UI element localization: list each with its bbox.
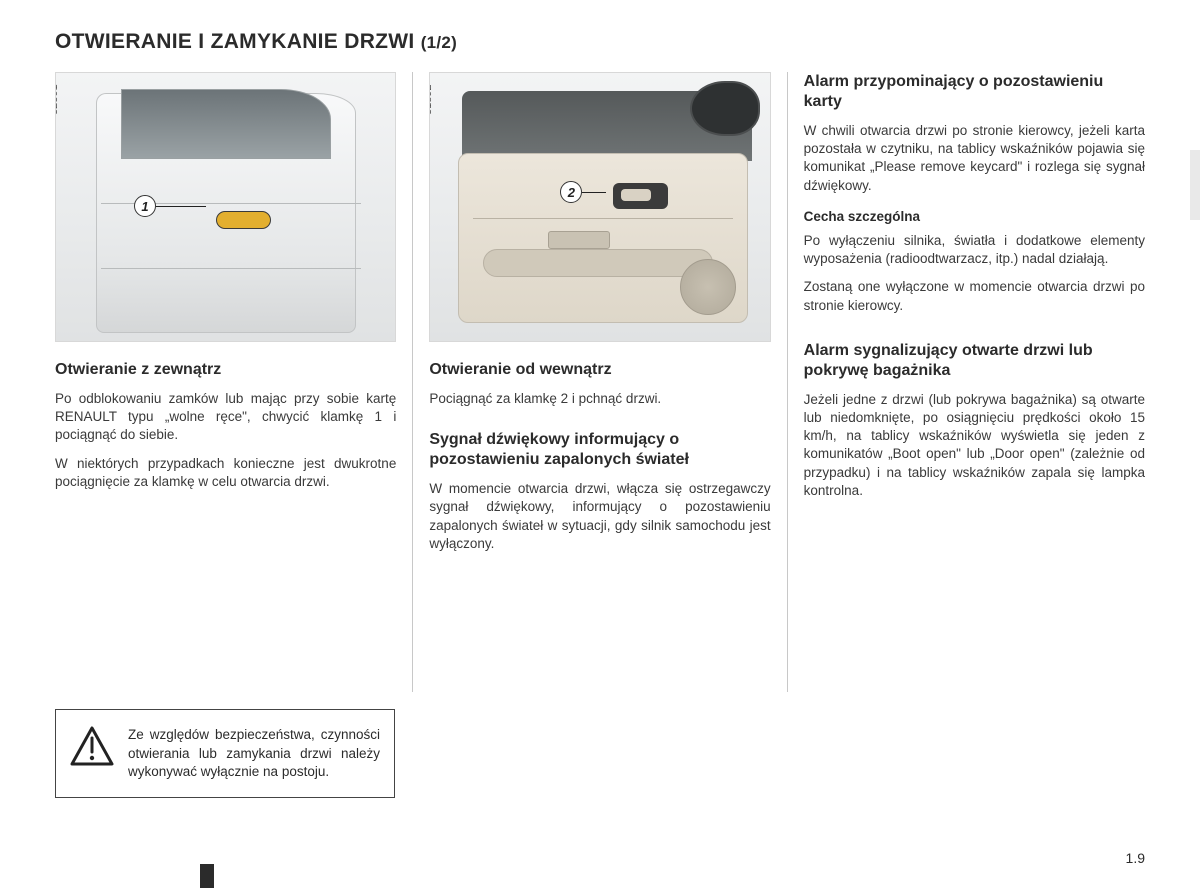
col3-para-4: Jeżeli jedne z drzwi (lub pokrywa bagażn… — [804, 391, 1145, 500]
column-1: 32301 1 Otwieranie z zewnątrz Po odbloko… — [55, 72, 410, 692]
callout-2: 2 — [560, 181, 606, 203]
col3-para-1: W chwili otwarcia drzwi po stronie kiero… — [804, 122, 1145, 195]
callout-number-2: 2 — [560, 181, 582, 203]
column-3: Alarm przypominający o pozostawieniu kar… — [790, 72, 1145, 692]
footer-mark — [200, 864, 214, 888]
column-divider-1 — [412, 72, 413, 692]
col3-heading-2: Alarm sygnalizujący otwarte drzwi lub po… — [804, 341, 1145, 381]
col1-para-2: W niektórych przypadkach konieczne jest … — [55, 455, 396, 491]
callout-1: 1 — [134, 195, 206, 217]
col3-subheading: Cecha szczególna — [804, 209, 1145, 224]
column-2: 31892 2 Otwieranie od wewnątrz Pociągnąć… — [415, 72, 784, 692]
warning-box: Ze względów bezpieczeństwa, czynności ot… — [55, 709, 395, 798]
title-part: (1/2) — [421, 33, 457, 52]
col2-para-2: W momencie otwarcia drzwi, włącza się os… — [429, 480, 770, 553]
warning-text: Ze względów bezpieczeństwa, czynności ot… — [128, 726, 380, 781]
col1-heading-1: Otwieranie z zewnątrz — [55, 360, 396, 380]
col1-para-1: Po odblokowaniu zamków lub mając przy so… — [55, 390, 396, 445]
title-text: OTWIERANIE I ZAMYKANIE DRZWI — [55, 30, 415, 53]
column-divider-2 — [787, 72, 788, 692]
figure-interior-door: 31892 2 — [429, 72, 770, 342]
car-door-interior-illustration — [438, 83, 758, 333]
col3-para-2: Po wyłączeniu silnika, światła i dodatko… — [804, 232, 1145, 268]
col3-heading-1: Alarm przypominający o pozostawieniu kar… — [804, 72, 1145, 112]
col2-heading-2: Sygnał dźwiękowy informujący o pozostawi… — [429, 430, 770, 470]
page-title: OTWIERANIE I ZAMYKANIE DRZWI (1/2) — [55, 30, 1145, 54]
speaker-icon — [680, 259, 736, 315]
figure-code-1: 32301 — [55, 84, 60, 115]
figure-code-2: 31892 — [429, 84, 434, 115]
interior-handle-icon — [613, 183, 668, 209]
callout-number-1: 1 — [134, 195, 156, 217]
side-tab — [1190, 150, 1200, 220]
warning-triangle-icon — [70, 726, 114, 766]
mirror-icon — [690, 81, 760, 136]
exterior-handle-icon — [216, 211, 271, 229]
figure-exterior-door: 32301 1 — [55, 72, 396, 342]
columns-container: 32301 1 Otwieranie z zewnątrz Po odbloko… — [55, 72, 1145, 692]
page-number: 1.9 — [1126, 850, 1145, 866]
col3-para-3: Zostaną one wyłączone w momencie otwarci… — [804, 278, 1145, 314]
car-door-exterior-illustration — [66, 93, 366, 333]
col2-para-1: Pociągnąć za klamkę 2 i pchnąć drzwi. — [429, 390, 770, 408]
col2-heading-1: Otwieranie od wewnątrz — [429, 360, 770, 380]
window-switches-icon — [548, 231, 610, 249]
